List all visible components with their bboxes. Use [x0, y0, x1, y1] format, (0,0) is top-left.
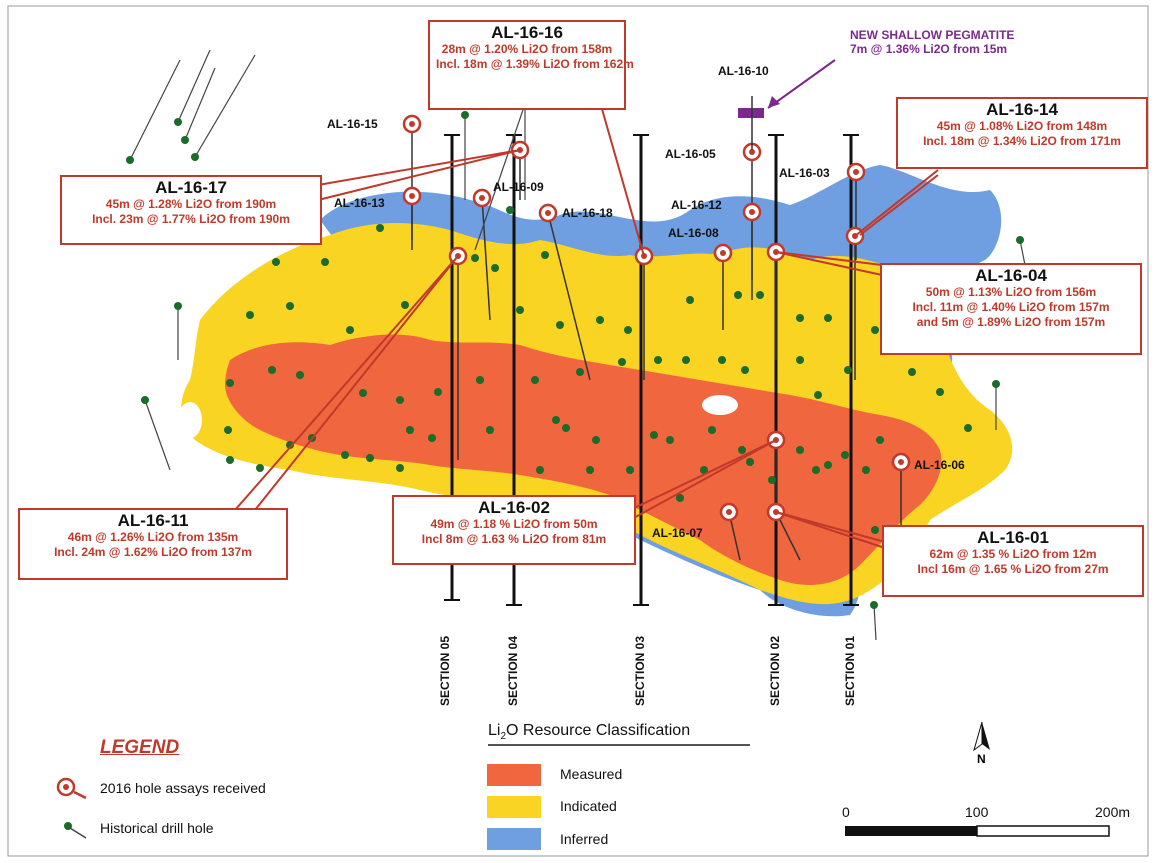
north-label: N [977, 752, 986, 766]
callout-line-2: Incl. 23m @ 1.77% Li2O from 190m [92, 212, 290, 226]
hole-label-al-16-12: AL-16-12 [671, 198, 722, 212]
callout-line-2: Incl. 11m @ 1.40% Li2O from 157m [912, 300, 1110, 314]
north-arrow-icon [973, 721, 990, 752]
hole-label-al-16-15: AL-16-15 [327, 117, 378, 131]
callout-al-16-17: AL-16-17 45m @ 1.28% Li2O from 190m Incl… [60, 175, 322, 245]
section-label-03: SECTION 03 [633, 635, 647, 706]
swatch-indicated [487, 796, 541, 818]
callout-line-1: 45m @ 1.08% Li2O from 148m [936, 119, 1108, 133]
swatch-measured [487, 764, 541, 786]
class-indicated-label: Indicated [560, 798, 617, 814]
historical-drill-holes [126, 49, 1031, 641]
legend-assay-icon [56, 777, 87, 800]
hole-label-al-16-03: AL-16-03 [779, 166, 830, 180]
callout-title: AL-16-14 [986, 100, 1058, 119]
class-measured-label: Measured [560, 766, 623, 782]
white-gap [702, 395, 738, 415]
callout-line-1: 45m @ 1.28% Li2O from 190m [105, 197, 277, 211]
callout-line-1: 62m @ 1.35 % Li2O from 12m [929, 547, 1097, 561]
new-pegmatite-title: NEW SHALLOW PEGMATITE [850, 28, 1015, 42]
new-pegmatite-detail: 7m @ 1.36% Li2O from 15m [850, 42, 1008, 56]
scale-label-0: 0 [842, 804, 850, 820]
hole-label-al-16-18: AL-16-18 [562, 206, 613, 220]
callout-title: AL-16-04 [975, 266, 1047, 285]
pegmatite-marker [738, 108, 764, 118]
callout-line-1: 49m @ 1.18 % Li2O from 50m [430, 517, 598, 531]
measured-zone [225, 334, 942, 585]
callout-line-1: 28m @ 1.20% Li2O from 158m [441, 42, 613, 56]
hole-label-al-16-06: AL-16-06 [914, 458, 965, 472]
hole-label-al-16-07: AL-16-07 [652, 526, 703, 540]
callout-line-2: Incl 8m @ 1.63 % Li2O from 81m [421, 532, 607, 546]
callout-line-2: Incl. 18m @ 1.39% Li2O from 162m [436, 57, 634, 71]
callout-al-16-16: AL-16-16 28m @ 1.20% Li2O from 158m Incl… [428, 20, 634, 110]
callout-line-1: 50m @ 1.13% Li2O from 156m [925, 285, 1097, 299]
callout-line-2: Incl. 18m @ 1.34% Li2O from 171m [923, 134, 1121, 148]
callout-title: AL-16-01 [977, 528, 1049, 547]
section-label-01: SECTION 01 [843, 635, 857, 706]
legend-historical-label: Historical drill hole [100, 820, 214, 836]
swatch-inferred [487, 828, 541, 850]
callout-al-16-02: AL-16-02 49m @ 1.18 % Li2O from 50m Incl… [392, 495, 636, 565]
scale-label-200: 200m [1095, 804, 1131, 820]
callout-title: AL-16-16 [491, 23, 563, 42]
callout-al-16-11: AL-16-11 46m @ 1.26% Li2O from 135m Incl… [18, 508, 288, 580]
section-label-04: SECTION 04 [506, 635, 520, 706]
callout-al-16-01: AL-16-01 62m @ 1.35 % Li2O from 12m Incl… [882, 525, 1144, 597]
callout-line-2: Incl. 24m @ 1.62% Li2O from 137m [54, 545, 252, 559]
callout-al-16-14: AL-16-14 45m @ 1.08% Li2O from 148m Incl… [896, 97, 1148, 169]
new-pegmatite-label: NEW SHALLOW PEGMATITE 7m @ 1.36% Li2O fr… [850, 28, 1014, 56]
legend-historical-icon [64, 822, 87, 839]
assay-markers [402, 114, 911, 522]
callout-line-2: Incl 16m @ 1.65 % Li2O from 27m [917, 562, 1109, 576]
legend-title: LEGEND [100, 737, 180, 758]
legend-assays-label: 2016 hole assays received [100, 780, 266, 796]
hole-label-al-16-08: AL-16-08 [668, 226, 719, 240]
callout-title: AL-16-17 [155, 178, 227, 197]
section-label-05: SECTION 05 [438, 635, 452, 706]
hole-label-al-16-13: AL-16-13 [334, 196, 385, 210]
section-label-02: SECTION 02 [768, 635, 782, 706]
scale-bar-black [845, 826, 977, 836]
class-inferred-label: Inferred [560, 831, 609, 847]
callout-al-16-04: AL-16-04 50m @ 1.13% Li2O from 156m Incl… [880, 263, 1142, 355]
hole-label-al-16-09: AL-16-09 [493, 180, 544, 194]
scale-label-100: 100 [965, 804, 989, 820]
classification-title: Li2O Resource Classification [488, 722, 750, 747]
hole-label-al-16-10: AL-16-10 [718, 64, 769, 78]
white-gap-2 [178, 402, 202, 438]
callout-title: AL-16-11 [117, 511, 189, 530]
callout-title: AL-16-02 [478, 498, 550, 517]
callout-line-1: 46m @ 1.26% Li2O from 135m [67, 530, 239, 544]
callout-line-3: and 5m @ 1.89% Li2O from 157m [916, 315, 1106, 329]
hole-label-al-16-05: AL-16-05 [665, 147, 716, 161]
scale-bar-white [976, 825, 1110, 837]
